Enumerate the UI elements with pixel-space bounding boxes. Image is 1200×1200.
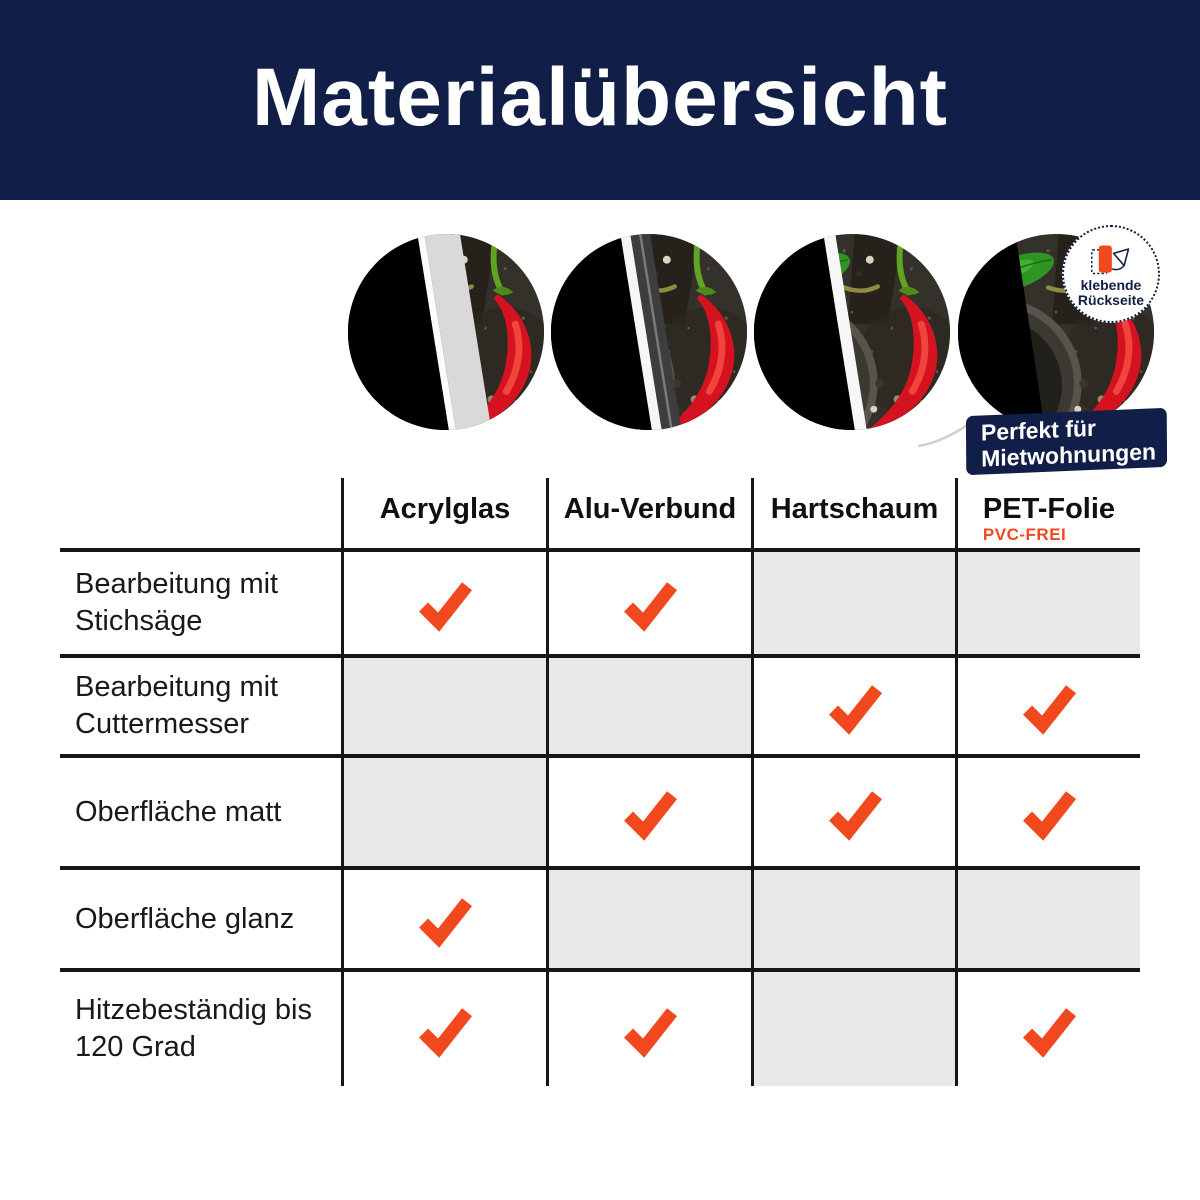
cell-oberfläche-matt-pet-folie	[955, 758, 1140, 866]
row-label-cell: Oberfläche glanz	[60, 870, 341, 968]
cell-oberfläche-glanz-alu-verbund	[546, 870, 751, 968]
column-header-label: Alu-Verbund	[563, 493, 737, 525]
table-row-hitzebeständig-bis-120-grad: Hitzebeständig bis 120 Grad	[60, 972, 1140, 1086]
cell-oberfläche-glanz-hartschaum	[751, 870, 955, 968]
cell-oberfläche-matt-hartschaum	[751, 758, 955, 866]
column-header-label: Acrylglas	[379, 493, 511, 525]
cell-oberfläche-matt-alu-verbund	[546, 758, 751, 866]
column-header-hartschaum: Hartschaum	[751, 478, 955, 548]
rental-banner: Perfekt für Mietwohnungen	[965, 407, 1168, 476]
cell-hitzebeständig-bis-120-grad-hartschaum	[751, 972, 955, 1086]
cell-hitzebeständig-bis-120-grad-pet-folie	[955, 972, 1140, 1086]
material-comparison-table: Acrylglas Alu-Verbund Hartschaum PET-Folie P…	[60, 478, 1140, 1086]
badge-line2: Rückseite	[1077, 291, 1145, 308]
cell-bearbeitung-mit-cuttermesser-pet-folie	[955, 658, 1140, 754]
check-icon	[624, 582, 678, 632]
check-icon	[419, 898, 473, 948]
check-icon	[419, 582, 473, 632]
adhesive-back-badge: klebende Rückseite	[1062, 225, 1160, 323]
check-icon	[1023, 1008, 1077, 1058]
cell-bearbeitung-mit-cuttermesser-alu-verbund	[546, 658, 751, 754]
cell-hitzebeständig-bis-120-grad-alu-verbund	[546, 972, 751, 1086]
column-header-label: Hartschaum	[770, 493, 939, 525]
product-photo-pet-folie	[957, 233, 1155, 431]
peel-sticker-icon	[1091, 245, 1130, 274]
table-row-oberfläche-glanz: Oberfläche glanz	[60, 870, 1140, 972]
row-label: Bearbeitung mit Stichsäge	[75, 568, 279, 637]
cell-bearbeitung-mit-cuttermesser-acrylglas	[341, 658, 546, 754]
column-header-pet-folie: PET-Folie PVC-FREI	[955, 478, 1140, 548]
check-icon	[624, 1008, 678, 1058]
column-header-alu-verbund: Alu-Verbund	[546, 478, 751, 548]
row-label-cell: Hitzebeständig bis 120 Grad	[60, 972, 341, 1086]
cell-bearbeitung-mit-stichsäge-alu-verbund	[546, 552, 751, 654]
table-body: Bearbeitung mit Stichsäge Bearbeitung mit…	[60, 552, 1140, 1086]
column-header-acrylglas: Acrylglas	[341, 478, 546, 548]
product-photo-hartschaum	[753, 233, 951, 431]
table-row-bearbeitung-mit-stichsäge: Bearbeitung mit Stichsäge	[60, 552, 1140, 658]
row-label: Oberfläche matt	[75, 795, 282, 828]
cell-bearbeitung-mit-stichsäge-acrylglas	[341, 552, 546, 654]
row-label-column-header	[60, 478, 341, 548]
check-icon	[1023, 685, 1077, 735]
row-label: Hitzebeständig bis 120 Grad	[75, 994, 312, 1063]
row-label-cell: Oberfläche matt	[60, 758, 341, 866]
product-photo-acrylglas	[347, 233, 545, 431]
column-header-label: PET-Folie	[982, 493, 1116, 525]
check-icon	[419, 1008, 473, 1058]
check-icon	[1023, 791, 1077, 841]
row-label-cell: Bearbeitung mit Stichsäge	[60, 552, 341, 654]
title-banner: Materialübersicht	[0, 0, 1200, 200]
cell-bearbeitung-mit-cuttermesser-hartschaum	[751, 658, 955, 754]
check-icon	[828, 791, 882, 841]
check-icon	[624, 791, 678, 841]
cell-bearbeitung-mit-stichsäge-hartschaum	[751, 552, 955, 654]
badge-line1: klebende	[1080, 276, 1142, 293]
table-row-bearbeitung-mit-cuttermesser: Bearbeitung mit Cuttermesser	[60, 658, 1140, 758]
page-title: Materialübersicht	[252, 52, 948, 143]
product-photo-alu-verbund	[550, 233, 748, 431]
row-label-cell: Bearbeitung mit Cuttermesser	[60, 658, 341, 754]
table-header-row: Acrylglas Alu-Verbund Hartschaum PET-Folie P…	[60, 478, 1140, 552]
row-label: Bearbeitung mit Cuttermesser	[75, 671, 279, 740]
row-label: Oberfläche glanz	[75, 902, 295, 935]
cell-oberfläche-glanz-acrylglas	[341, 870, 546, 968]
table-row-oberfläche-matt: Oberfläche matt	[60, 758, 1140, 870]
cell-oberfläche-glanz-pet-folie	[955, 870, 1140, 968]
column-header-sublabel: PVC-FREI	[982, 525, 1067, 544]
cell-oberfläche-matt-acrylglas	[341, 758, 546, 866]
cell-hitzebeständig-bis-120-grad-acrylglas	[341, 972, 546, 1086]
check-icon	[828, 685, 882, 735]
cell-bearbeitung-mit-stichsäge-pet-folie	[955, 552, 1140, 654]
